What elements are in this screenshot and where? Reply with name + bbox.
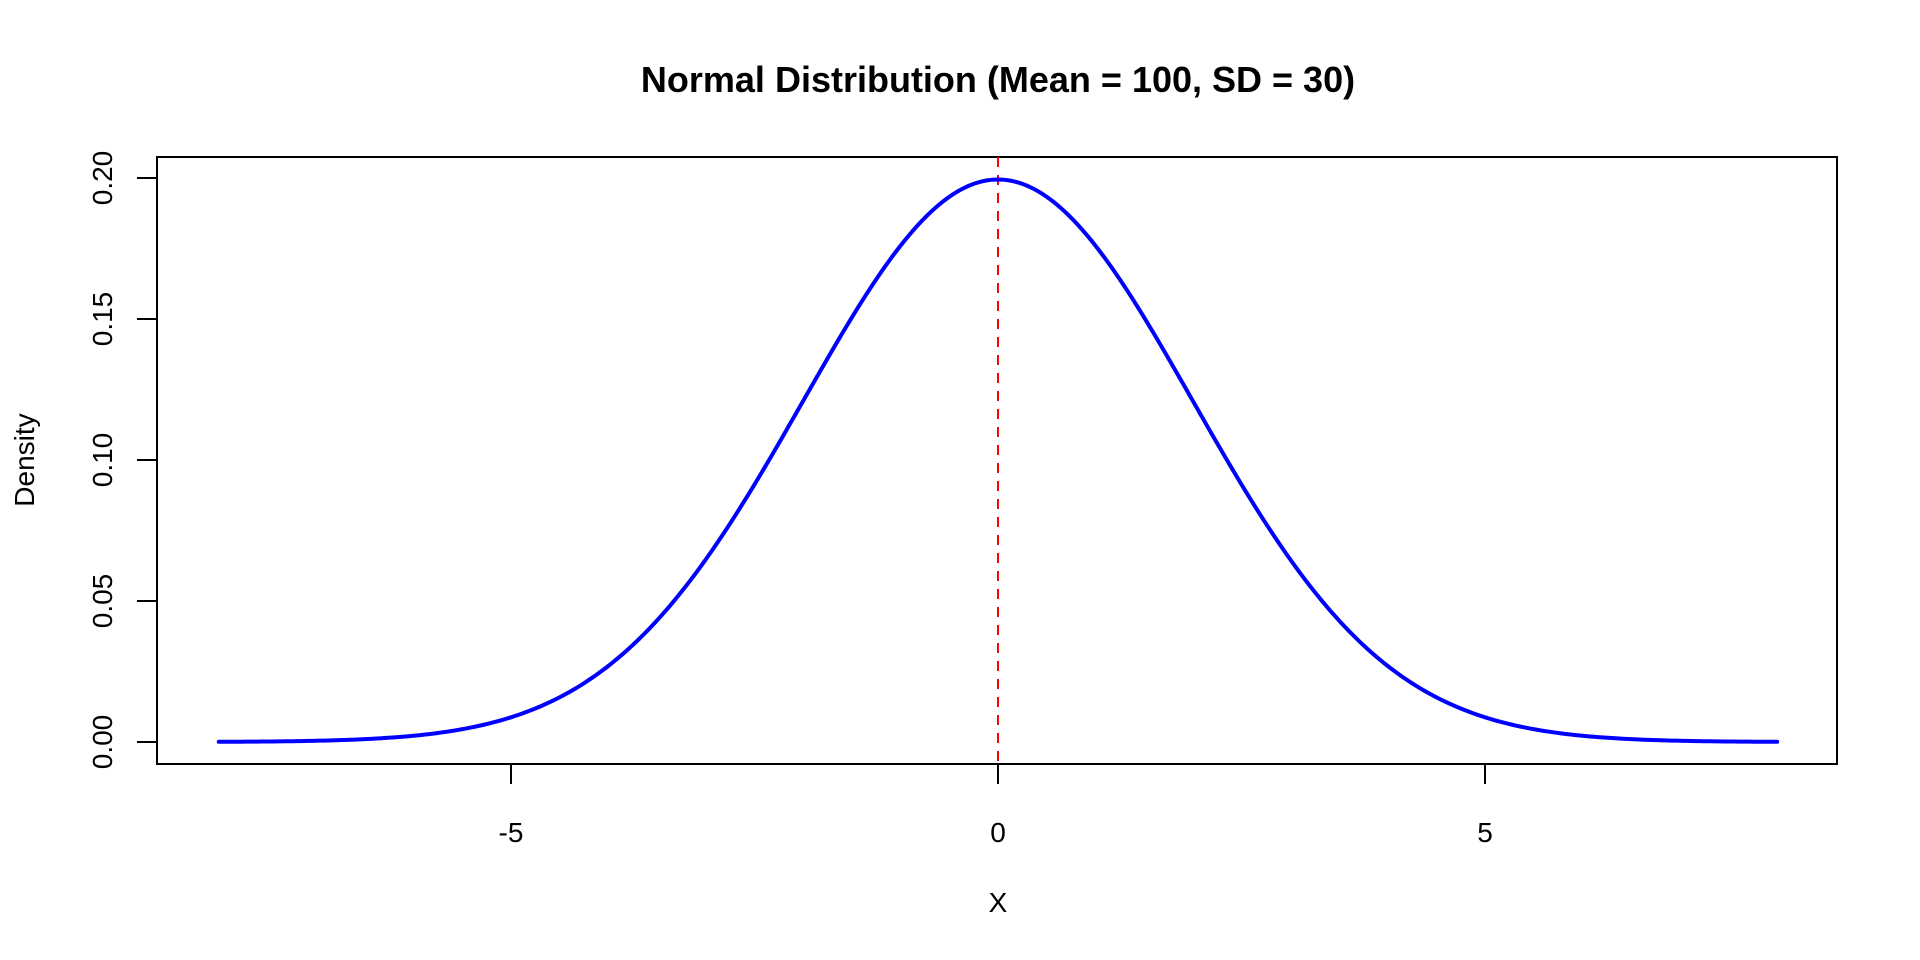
y-tick-label: 0.05 — [87, 574, 118, 629]
x-axis-label: X — [989, 887, 1008, 918]
y-tick-label: 0.15 — [87, 292, 118, 347]
chart-title: Normal Distribution (Mean = 100, SD = 30… — [641, 59, 1355, 100]
x-tick-label: 0 — [990, 817, 1006, 848]
y-axis: 0.00 0.05 0.10 0.15 0.20 — [87, 151, 157, 770]
x-axis: -5 0 5 — [499, 764, 1493, 848]
y-axis-label: Density — [9, 413, 40, 506]
y-tick-label: 0.10 — [87, 433, 118, 488]
x-tick-label: 5 — [1477, 817, 1493, 848]
y-tick-label: 0.00 — [87, 715, 118, 770]
x-tick-label: -5 — [499, 817, 524, 848]
y-tick-label: 0.20 — [87, 151, 118, 206]
density-curve — [216, 177, 1780, 744]
